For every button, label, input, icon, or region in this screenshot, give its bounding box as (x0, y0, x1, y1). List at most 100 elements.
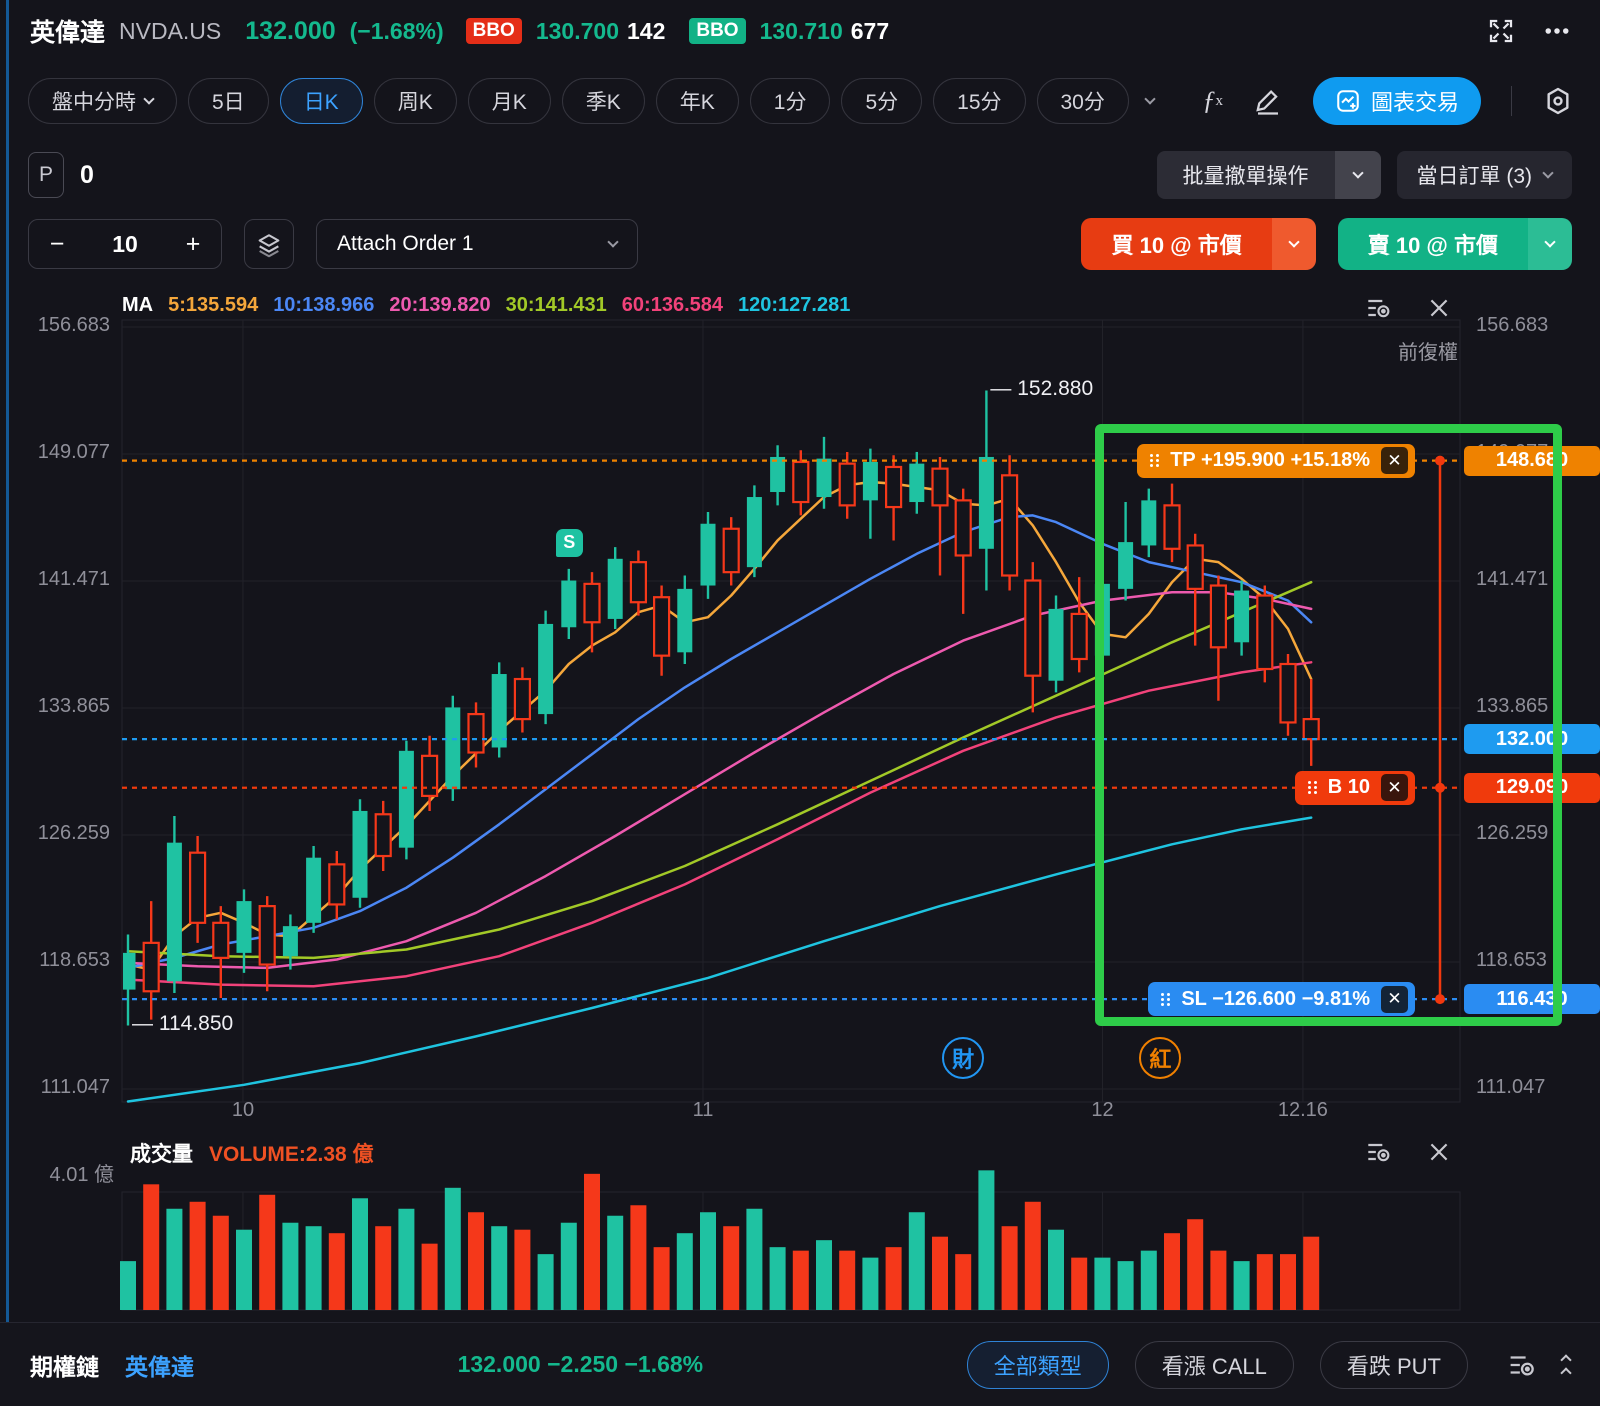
today-orders-button[interactable]: 當日訂單 (3) (1396, 151, 1572, 199)
quantity-stepper: − 10 + (28, 219, 222, 269)
drag-handle-icon[interactable] (1307, 781, 1317, 794)
ma-legend-item: 5:135.594 (168, 294, 259, 316)
tp-marker[interactable]: TP +195.900 +15.18% ✕ (1137, 443, 1415, 478)
ma-legend-item: 20:139.820 (389, 294, 491, 316)
more-periods-chevron-icon[interactable] (1144, 93, 1156, 105)
tab-年K[interactable]: 年K (655, 78, 739, 124)
fullscreen-icon[interactable] (1486, 16, 1516, 46)
position-badge[interactable]: P (28, 152, 64, 198)
divider (1511, 86, 1512, 116)
event-badge-紅[interactable]: 紅 (1139, 1037, 1182, 1079)
trade-row: − 10 + Attach Order 1 買 10 @ 市價 賣 10 @ 市… (0, 218, 1600, 270)
chart-pane-icons (1364, 294, 1452, 322)
quantity-minus-button[interactable]: − (49, 229, 65, 258)
bbo-bid-badge: BBO (465, 18, 522, 44)
close-pane-icon[interactable] (1426, 1138, 1452, 1166)
draw-pencil-icon[interactable] (1253, 86, 1283, 116)
filter-icon[interactable] (1506, 1350, 1536, 1380)
y-axis-label-left: 156.683 (37, 314, 110, 336)
price-annotation: — 114.850 (132, 1011, 234, 1035)
order-marker[interactable]: B 10 ✕ (1294, 770, 1415, 805)
order-line-price-tag: 129.090 (1464, 772, 1600, 803)
svg-text:10: 10 (232, 1099, 254, 1121)
sell-chevron-icon[interactable] (1528, 218, 1572, 270)
tab-15分[interactable]: 15分 (933, 78, 1026, 124)
bottom-bar: 期權鏈 英偉達 132.000 −2.250 −1.68% 全部類型 看漲 CA… (0, 1322, 1600, 1406)
quantity-plus-button[interactable]: + (185, 229, 201, 258)
attach-order-chevron-icon (607, 236, 619, 248)
more-icon[interactable] (1542, 16, 1572, 46)
stock-link[interactable]: 英偉達 (125, 1353, 194, 1380)
y-axis-label-right: 126.259 (1476, 822, 1549, 844)
close-pane-icon[interactable] (1426, 294, 1452, 322)
option-chain-title: 期權鏈 (30, 1353, 99, 1380)
tab-盤中分時[interactable]: 盤中分時 (28, 78, 177, 124)
sl-marker-label: SL −126.600 −9.81% (1181, 987, 1370, 1010)
settings-gear-icon[interactable] (1542, 85, 1574, 117)
volume-pane-icons (1364, 1138, 1452, 1166)
orders-row: P 0 批量撤單操作 當日訂單 (3) (0, 150, 1600, 200)
pane-settings-icon[interactable] (1364, 1138, 1392, 1166)
tab-周K[interactable]: 周K (373, 78, 457, 124)
bbo-ask-badge: BBO (689, 18, 746, 44)
main-chart[interactable]: 10 11 12 12.16 (0, 290, 1600, 1136)
sl-line-price-tag: 116.430 (1464, 984, 1600, 1015)
ma-legend-item: 30:141.431 (505, 294, 607, 316)
stock-name: 英偉達 (30, 19, 106, 47)
tab-月K[interactable]: 月K (467, 78, 551, 124)
drag-handle-icon[interactable] (1150, 454, 1159, 467)
y-axis-label-right: 156.683 (1476, 314, 1549, 336)
attach-order-label: Attach Order 1 (337, 232, 474, 255)
quantity-value[interactable]: 10 (112, 230, 138, 257)
volume-axis-max: 4.01 億 (49, 1164, 114, 1186)
buy-button[interactable]: 買 10 @ 市價 (1081, 218, 1316, 270)
batch-cancel-chevron-icon[interactable] (1334, 151, 1381, 199)
buy-chevron-icon[interactable] (1271, 218, 1316, 270)
batch-cancel-button[interactable]: 批量撤單操作 (1156, 151, 1381, 199)
adjust-mode-label[interactable]: 前復權 (1398, 342, 1458, 364)
filter-call[interactable]: 看漲 CALL (1134, 1340, 1294, 1389)
tab-5分[interactable]: 5分 (841, 78, 923, 124)
y-axis-label-left: 133.865 (37, 695, 110, 717)
position-value: 0 (80, 160, 94, 189)
tab-1分[interactable]: 1分 (749, 78, 831, 124)
bid-price: 130.700 (535, 17, 619, 44)
tp-line-price-tag: 148.680 (1464, 445, 1600, 476)
drag-handle-icon[interactable] (1161, 992, 1170, 1006)
svg-text:11: 11 (693, 1099, 714, 1121)
tab-30分[interactable]: 30分 (1036, 78, 1129, 124)
chevron-down-icon (143, 93, 155, 105)
pane-settings-icon[interactable] (1364, 294, 1392, 322)
y-axis-label-left: 126.259 (37, 822, 110, 844)
collapse-icon[interactable] (1560, 1352, 1572, 1379)
chart-trade-button[interactable]: 圖表交易 (1312, 77, 1481, 125)
bottom-quote: 132.000 −2.250 −1.68% (457, 1351, 704, 1377)
ma-legend: MA 5:135.594 10:138.966 20:139.820 30:141.43… (122, 294, 850, 317)
event-badge-財[interactable]: 財 (942, 1037, 985, 1079)
sell-label: 賣 10 @ 市價 (1337, 218, 1528, 270)
remove-sl-button[interactable]: ✕ (1381, 985, 1408, 1013)
remove-tp-button[interactable]: ✕ (1381, 447, 1408, 475)
tab-5日[interactable]: 5日 (188, 78, 269, 124)
tab-日K[interactable]: 日K (279, 78, 363, 124)
y-axis-label-right: 118.653 (1476, 949, 1547, 971)
last-price: 132.000 (245, 16, 336, 45)
filter-put[interactable]: 看跌 PUT (1319, 1340, 1468, 1389)
stock-symbol: NVDA.US (119, 17, 222, 44)
tab-季K[interactable]: 季K (561, 78, 645, 124)
volume-chart[interactable] (0, 1136, 1600, 1316)
signal-badge-S: S (555, 528, 583, 557)
sl-marker[interactable]: SL −126.600 −9.81% ✕ (1148, 982, 1415, 1017)
ma-legend-item: 10:138.966 (273, 294, 375, 316)
filter-all-types[interactable]: 全部類型 (966, 1340, 1109, 1389)
remove-order-button[interactable]: ✕ (1381, 774, 1408, 802)
attach-order-select[interactable]: Attach Order 1 (316, 219, 638, 269)
ask-price: 130.710 (759, 17, 843, 44)
ma-legend-item: MA (122, 294, 154, 316)
sell-button[interactable]: 賣 10 @ 市價 (1337, 218, 1572, 270)
y-axis-label-left: 141.471 (37, 568, 110, 590)
layers-button[interactable] (244, 219, 294, 269)
